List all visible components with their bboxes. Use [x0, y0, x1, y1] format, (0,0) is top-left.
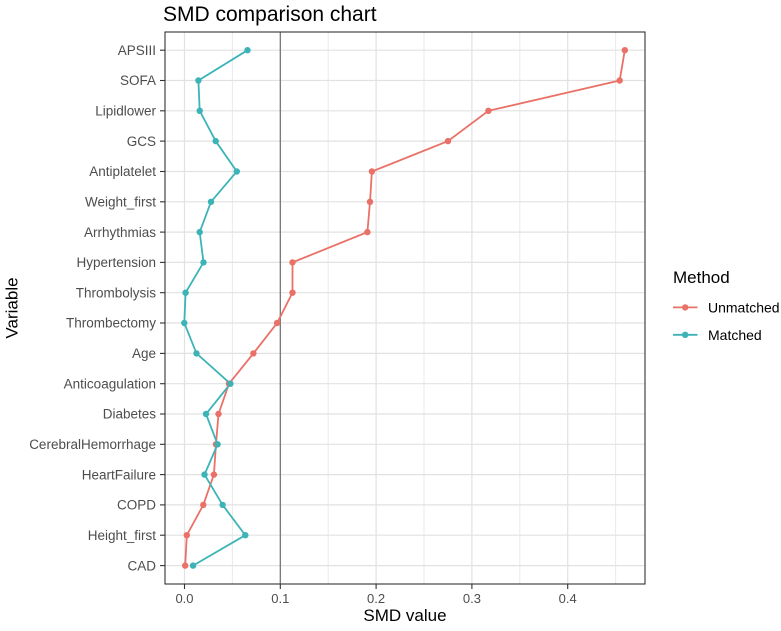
svg-text:Lipidlower: Lipidlower	[95, 104, 156, 119]
svg-text:HeartFailure: HeartFailure	[82, 467, 156, 482]
svg-text:Age: Age	[132, 346, 156, 361]
svg-text:0.4: 0.4	[559, 591, 577, 606]
svg-text:Variable: Variable	[3, 277, 22, 338]
svg-text:Anticoagulation: Anticoagulation	[64, 376, 156, 391]
svg-text:Method: Method	[673, 268, 730, 287]
svg-text:CAD: CAD	[127, 558, 156, 573]
svg-text:0.2: 0.2	[367, 591, 385, 606]
svg-text:SMD value: SMD value	[363, 606, 446, 625]
svg-text:CerebralHemorrhage: CerebralHemorrhage	[29, 437, 156, 452]
svg-text:COPD: COPD	[117, 498, 156, 513]
svg-text:Height_first: Height_first	[88, 528, 157, 543]
svg-text:Diabetes: Diabetes	[103, 407, 157, 422]
svg-text:Matched: Matched	[708, 327, 762, 343]
svg-text:APSIII: APSIII	[118, 43, 156, 58]
svg-text:Hypertension: Hypertension	[76, 255, 156, 270]
svg-text:Arrhythmias: Arrhythmias	[84, 225, 156, 240]
svg-text:Thrombolysis: Thrombolysis	[76, 285, 157, 300]
svg-text:Antiplatelet: Antiplatelet	[89, 164, 156, 179]
svg-text:0.3: 0.3	[463, 591, 481, 606]
svg-text:0.0: 0.0	[175, 591, 193, 606]
svg-text:Unmatched: Unmatched	[708, 299, 780, 315]
svg-text:GCS: GCS	[127, 134, 156, 149]
svg-text:Thrombectomy: Thrombectomy	[66, 316, 156, 331]
svg-text:Weight_first: Weight_first	[85, 195, 156, 210]
svg-text:SMD comparison chart: SMD comparison chart	[163, 3, 377, 26]
svg-text:0.1: 0.1	[271, 591, 289, 606]
svg-text:SOFA: SOFA	[120, 73, 156, 88]
